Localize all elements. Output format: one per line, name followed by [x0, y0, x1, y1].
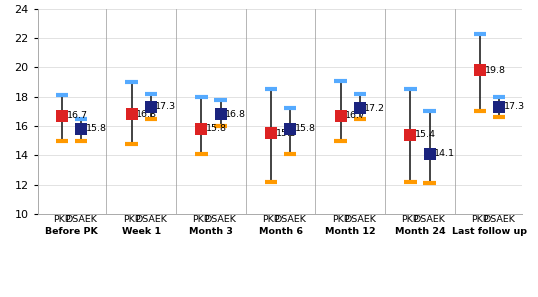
- Text: Week 1: Week 1: [122, 227, 161, 236]
- Text: 17.3: 17.3: [504, 102, 525, 111]
- Text: Month 6: Month 6: [259, 227, 303, 236]
- Text: 15.8: 15.8: [295, 124, 316, 133]
- Text: 16.8: 16.8: [136, 110, 157, 119]
- Text: 16.8: 16.8: [225, 110, 246, 119]
- Text: 16.7: 16.7: [345, 111, 366, 120]
- Text: Month 3: Month 3: [189, 227, 233, 236]
- Text: 17.3: 17.3: [155, 102, 176, 111]
- Text: Month 12: Month 12: [325, 227, 376, 236]
- Text: 15.5: 15.5: [275, 129, 296, 138]
- Text: 16.7: 16.7: [67, 111, 88, 120]
- Text: 17.2: 17.2: [364, 104, 385, 113]
- Text: 15.4: 15.4: [415, 130, 436, 139]
- Text: Last follow up: Last follow up: [452, 227, 527, 236]
- Text: 15.8: 15.8: [206, 124, 227, 133]
- Text: 19.8: 19.8: [485, 66, 506, 75]
- Text: Before PK: Before PK: [45, 227, 98, 236]
- Text: 15.8: 15.8: [86, 124, 107, 133]
- Text: Month 24: Month 24: [395, 227, 445, 236]
- Text: 14.1: 14.1: [434, 149, 455, 158]
